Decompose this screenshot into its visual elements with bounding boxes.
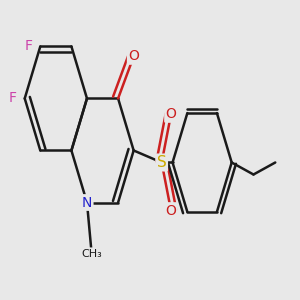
Text: CH₃: CH₃ (81, 249, 102, 259)
Text: O: O (128, 50, 139, 63)
Text: O: O (166, 107, 176, 122)
Text: F: F (9, 92, 17, 106)
Text: O: O (166, 203, 176, 218)
Text: S: S (157, 155, 166, 170)
Text: F: F (24, 39, 32, 53)
Text: N: N (82, 196, 92, 209)
